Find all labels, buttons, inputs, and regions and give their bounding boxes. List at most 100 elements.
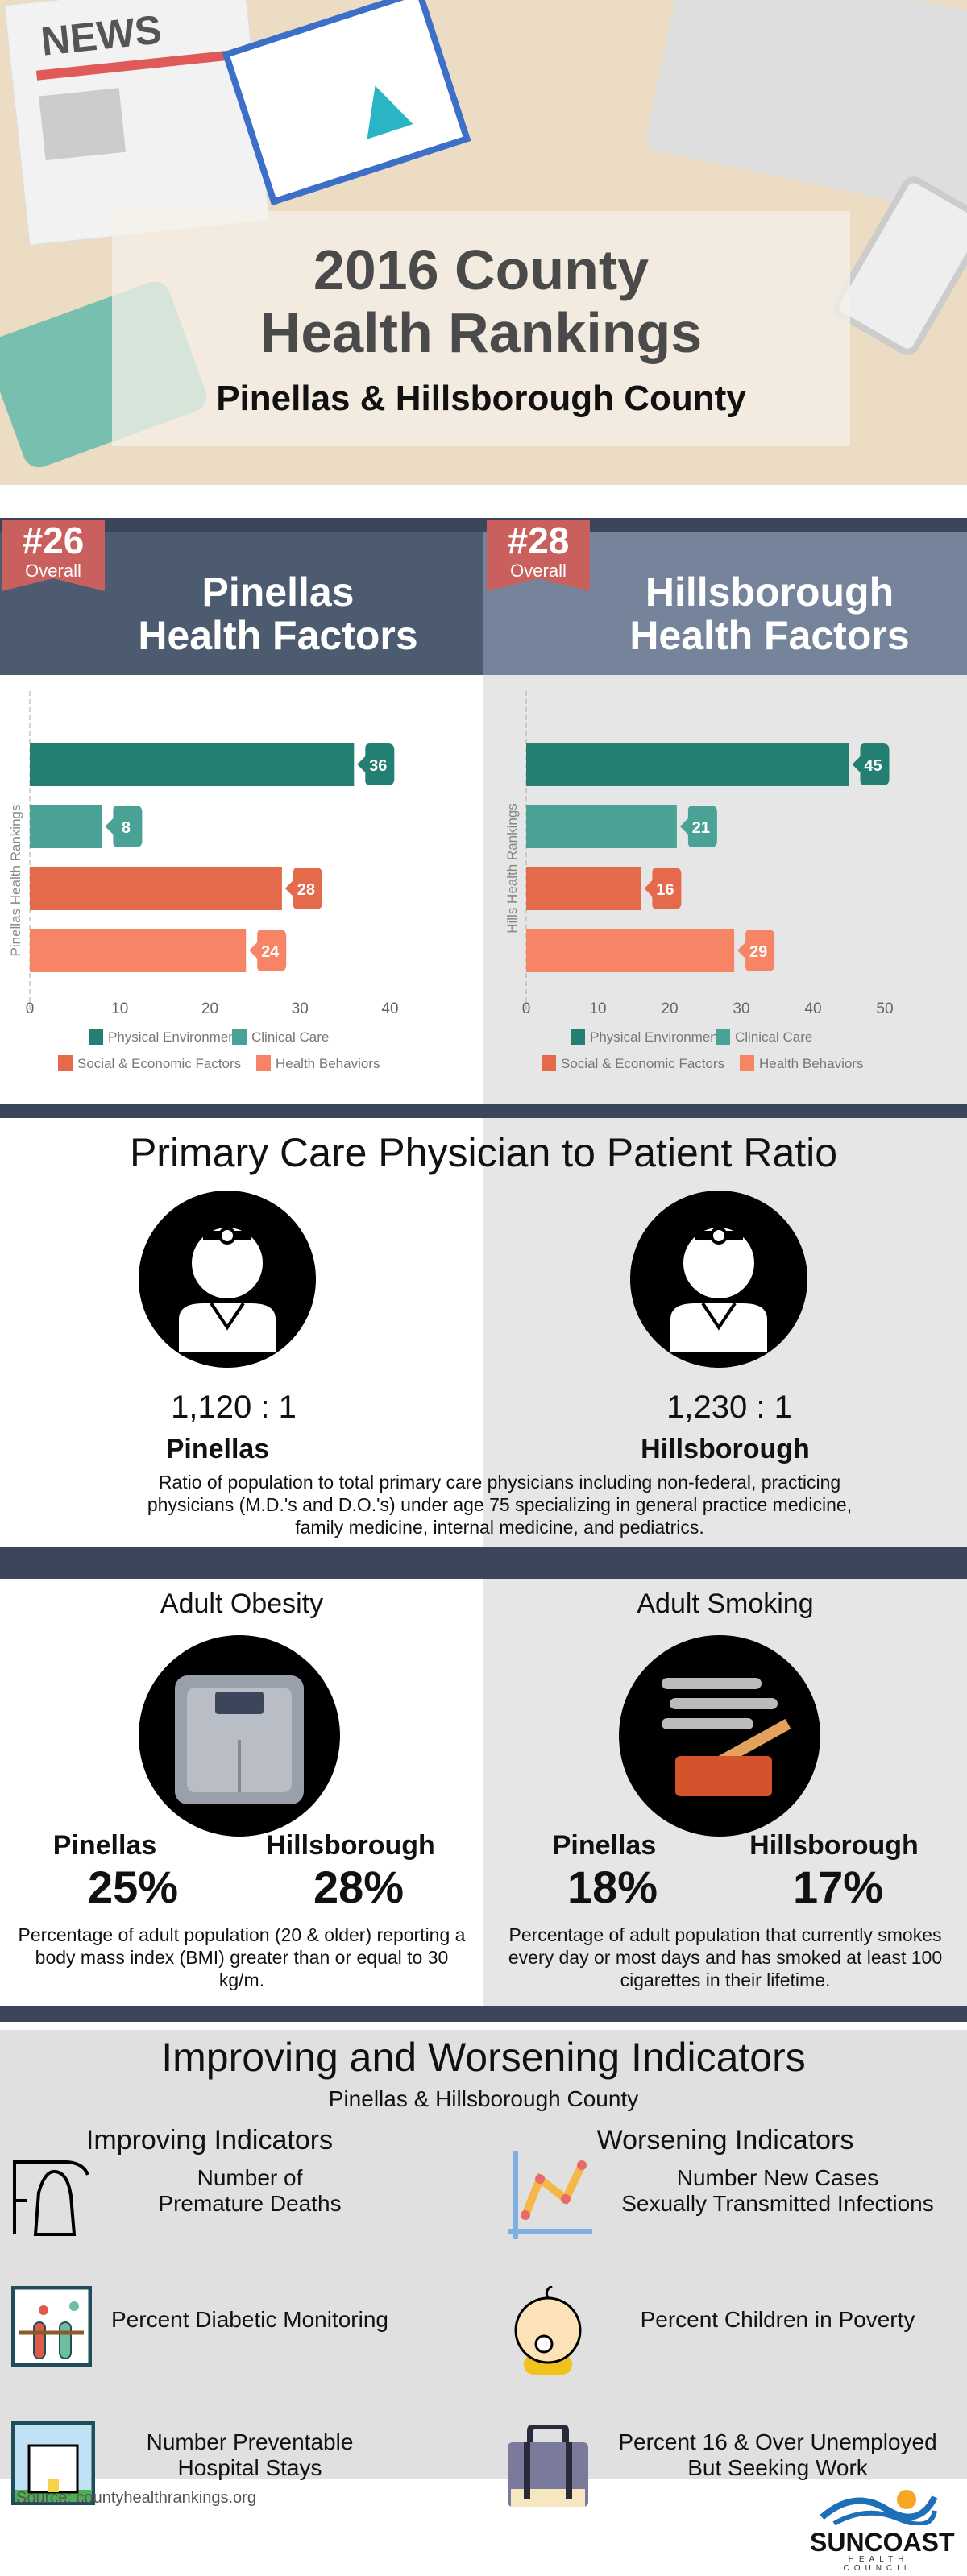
doctor-icon	[630, 1191, 807, 1368]
smoking-title: Adult Smoking	[637, 1588, 814, 1619]
legend-label: Social & Economic Factors	[561, 1056, 724, 1071]
legend-swatch	[571, 1029, 585, 1045]
pinellas-obesity-value: 25%	[87, 1862, 179, 1912]
bar-3	[526, 929, 735, 972]
worsening-indicator: Percent 16 & Over Unemployed But Seeking…	[618, 2429, 937, 2480]
pinellas-smoking-value: 18%	[567, 1862, 658, 1912]
improving-indicator: Number Preventable Hospital Stays	[146, 2429, 354, 2480]
source-text: Source: countyhealthrankings.org	[16, 2489, 256, 2507]
hero-banner: NEWS 2016 County Health Rankings Pinellas…	[0, 0, 967, 485]
rank-number: #26	[22, 520, 85, 561]
x-tick-label: 20	[201, 1000, 218, 1017]
cigarette-ashtray-icon	[619, 1635, 820, 1837]
rank-label: Overall	[25, 561, 81, 581]
pinellas-label: Pinellas	[165, 1434, 270, 1464]
legend-swatch	[89, 1029, 103, 1045]
data-label-bg	[284, 868, 322, 909]
data-label: 8	[122, 819, 131, 837]
x-tick-label: 40	[804, 1000, 821, 1017]
worsening-indicator: Number New Cases Sexually Transmitted In…	[621, 2165, 934, 2216]
hillsborough-title: Hillsborough	[645, 569, 894, 615]
pinellas-ratio: 1,120 : 1	[171, 1389, 297, 1425]
legend-swatch	[542, 1055, 556, 1071]
data-label-bg	[737, 930, 775, 971]
bar-1	[526, 805, 677, 848]
obesity-description: Percentage of adult population (20 & old…	[18, 1924, 466, 1990]
hillsborough-header: Hillsborough Health Factors	[484, 532, 967, 675]
bar-1	[30, 805, 102, 848]
smoking-description: Percentage of adult population that curr…	[508, 1924, 943, 1990]
improving-title: Improving Indicators	[85, 2125, 334, 2156]
data-label-bg	[679, 806, 717, 847]
y-axis-label: Hills Health Rankings	[504, 803, 520, 934]
data-label-bg	[644, 868, 682, 909]
pinellas-title: Pinellas	[201, 569, 355, 615]
main-subtitle: Pinellas & Hillsborough County	[216, 379, 746, 418]
briefcase-icon	[508, 2425, 588, 2507]
bar-0	[526, 743, 849, 786]
suncoast-logo: SUNCOAST HEALTH COUNCIL	[810, 2485, 955, 2573]
main-title: 2016 County Health Rankings	[259, 238, 703, 364]
y-axis-label: Pinellas Health Rankings	[8, 805, 23, 957]
x-tick-label: 30	[292, 1000, 309, 1017]
improving-indicator: Percent Diabetic Monitoring	[111, 2307, 388, 2332]
x-tick-label: 30	[733, 1000, 749, 1017]
pinellas-bar-chart: Pinellas Health Rankings 36 8 28 24 0 10 20 30 40…	[8, 691, 399, 1071]
x-tick-label: 0	[26, 1000, 35, 1017]
hillsborough-ratio: 1,230 : 1	[666, 1389, 792, 1425]
logo-text: SUNCOAST	[810, 2528, 955, 2557]
legend-label: Health Behaviors	[759, 1056, 863, 1071]
x-tick-label: 10	[589, 1000, 606, 1017]
legend-swatch	[256, 1055, 271, 1071]
divider	[0, 2006, 967, 2022]
legend-label: Health Behaviors	[276, 1056, 380, 1071]
data-label: 16	[656, 881, 674, 899]
hillsborough-label: Hillsborough	[266, 1830, 435, 1861]
bar-0	[30, 743, 355, 786]
title-box: 2016 County Health Rankings Pinellas & Hi…	[112, 211, 850, 446]
physician-description: Ratio of population to total primary car…	[147, 1472, 853, 1538]
hillsborough-subtitle: Health Factors	[629, 613, 910, 658]
scale-icon	[139, 1635, 340, 1837]
crying-child-icon	[514, 2286, 582, 2375]
physician-title: Primary Care Physician to Patient Ratio	[129, 1130, 838, 1175]
hillsborough-smoking-value: 17%	[792, 1862, 884, 1912]
line-chart-icon	[508, 2151, 592, 2239]
data-label: 21	[692, 819, 710, 837]
hospital-icon	[11, 2421, 95, 2505]
pinellas-label: Pinellas	[552, 1830, 657, 1861]
worsening-indicator: Percent Children in Poverty	[640, 2307, 915, 2332]
logo-subtext: HEALTH COUNCIL	[843, 2555, 914, 2573]
worsening-title: Worsening Indicators	[596, 2125, 854, 2156]
test-tubes-icon	[11, 2286, 92, 2367]
rank-label: Overall	[510, 561, 567, 581]
hillsborough-label: Hillsborough	[749, 1830, 919, 1861]
legend-swatch	[232, 1029, 247, 1045]
rank-number: #28	[507, 520, 570, 561]
data-label-bg	[249, 930, 287, 971]
data-label: 29	[749, 943, 767, 961]
bar-2	[30, 867, 282, 910]
x-tick-label: 40	[381, 1000, 398, 1017]
data-label-bg	[852, 743, 890, 785]
divider	[0, 1547, 967, 1579]
legend-swatch	[740, 1055, 754, 1071]
legend-label: Social & Economic Factors	[77, 1056, 241, 1071]
newspaper-illustration: NEWS	[4, 0, 270, 246]
divider	[0, 518, 967, 532]
data-label: 24	[261, 943, 280, 961]
legend-swatch	[716, 1029, 730, 1045]
x-tick-label: 0	[522, 1000, 531, 1017]
divider	[0, 1104, 967, 1118]
legend-swatch	[58, 1055, 73, 1071]
hillsborough-bar-chart: Hills Health Rankings 45 21 16 29 0 10 20 30 40 50…	[504, 691, 894, 1071]
bar-3	[30, 929, 247, 972]
data-label: 28	[297, 881, 315, 899]
legend-label: Clinical Care	[735, 1029, 812, 1045]
x-tick-label: 50	[876, 1000, 893, 1017]
x-tick-label: 20	[661, 1000, 678, 1017]
pinellas-subtitle: Health Factors	[138, 613, 418, 658]
indicators-section	[0, 2030, 967, 2479]
data-label-bg	[357, 743, 395, 785]
doctor-icon	[139, 1191, 316, 1368]
